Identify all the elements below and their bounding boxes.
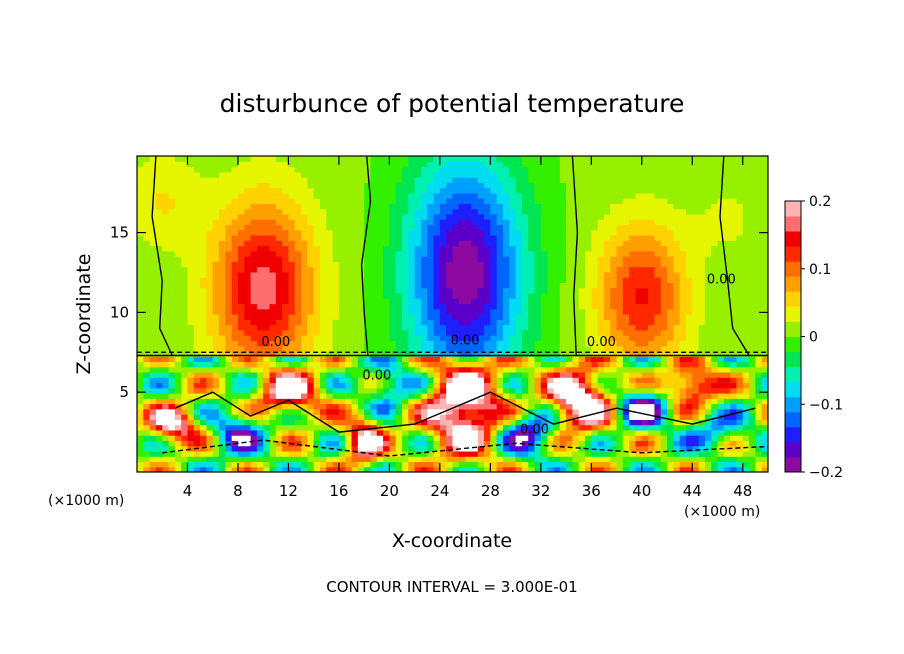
colorbar-swatch [785,336,801,352]
zero-contour [360,156,372,356]
x-unit-note: (×1000 m) [48,493,124,509]
x-unit-note-right: (×1000 m) [684,504,760,520]
colorbar-swatch [785,321,801,337]
colorbar-swatch [785,426,801,443]
colorbar-swatch [785,216,801,232]
colorbar-swatch [785,456,801,473]
colorbar-tick-label: 0 [809,330,818,346]
colorbar-swatch [785,351,801,368]
colorbar-swatch [785,306,801,322]
colorbar-swatch [785,366,801,383]
x-axis-label: X-coordinate [392,530,512,552]
x-tick-label: 20 [380,482,399,500]
x-tick-label: 12 [279,482,298,500]
contour-label: 0.00 [362,368,391,383]
contour-label: 0.00 [451,333,480,348]
x-tick-label: 4 [183,482,193,500]
x-tick-label: 28 [481,482,500,500]
contour-lines: 0.00 0.00 0.00 0.00 0.00 0.00 [137,156,768,457]
x-tick-label: 32 [531,482,550,500]
chart-title: disturbunce of potential temperature [220,89,685,118]
x-tick-label: 16 [329,482,348,500]
colorbar-swatch [785,276,801,292]
x-tick-label: 40 [632,482,651,500]
colorbar-tick-label: −0.1 [809,397,843,413]
y-axis-ticks: 5 10 15 [110,224,768,401]
y-tick-label: 15 [110,224,129,242]
x-tick-label: 24 [430,482,449,500]
contour-label: 0.00 [520,423,549,438]
lower-contour-dashed [162,439,768,457]
zero-contour [719,156,750,356]
y-axis-label: Z-coordinate [73,254,95,375]
colorbar-tick-label: 0.2 [809,194,831,210]
colorbar-tick-label: 0.1 [809,262,831,278]
y-tick-label: 10 [110,303,129,321]
colorbar-swatch [785,201,801,217]
x-tick-label: 8 [233,482,243,500]
colorbar-swatch [785,411,801,428]
x-tick-label: 44 [683,482,702,500]
contour-label: 0.00 [587,335,616,350]
colorbar-tick-label: −0.2 [809,465,843,481]
contour-interval-note: CONTOUR INTERVAL = 3.000E-01 [326,578,577,596]
heatmap-field [137,156,768,472]
x-tick-label: 36 [582,482,601,500]
zero-contour [151,156,173,356]
contour-label: 0.00 [261,335,290,350]
colorbar-swatch [785,246,801,262]
lower-contour [174,391,756,433]
x-tick-label: 48 [733,482,752,500]
colorbar-swatch [785,291,801,307]
contour-label: 0.00 [707,273,736,288]
colorbar: 0.2 0.1 0 −0.1 −0.2 [784,194,843,481]
zero-contour [571,156,579,356]
x-axis-ticks: 4 8 12 16 20 24 28 32 36 40 44 48 [183,156,752,500]
plot-frame [136,155,769,473]
colorbar-swatch [785,381,801,398]
colorbar-swatch [785,441,801,458]
colorbar-swatch [785,231,801,247]
y-tick-label: 5 [119,383,129,401]
colorbar-swatch [785,261,801,277]
colorbar-swatch [785,396,801,413]
